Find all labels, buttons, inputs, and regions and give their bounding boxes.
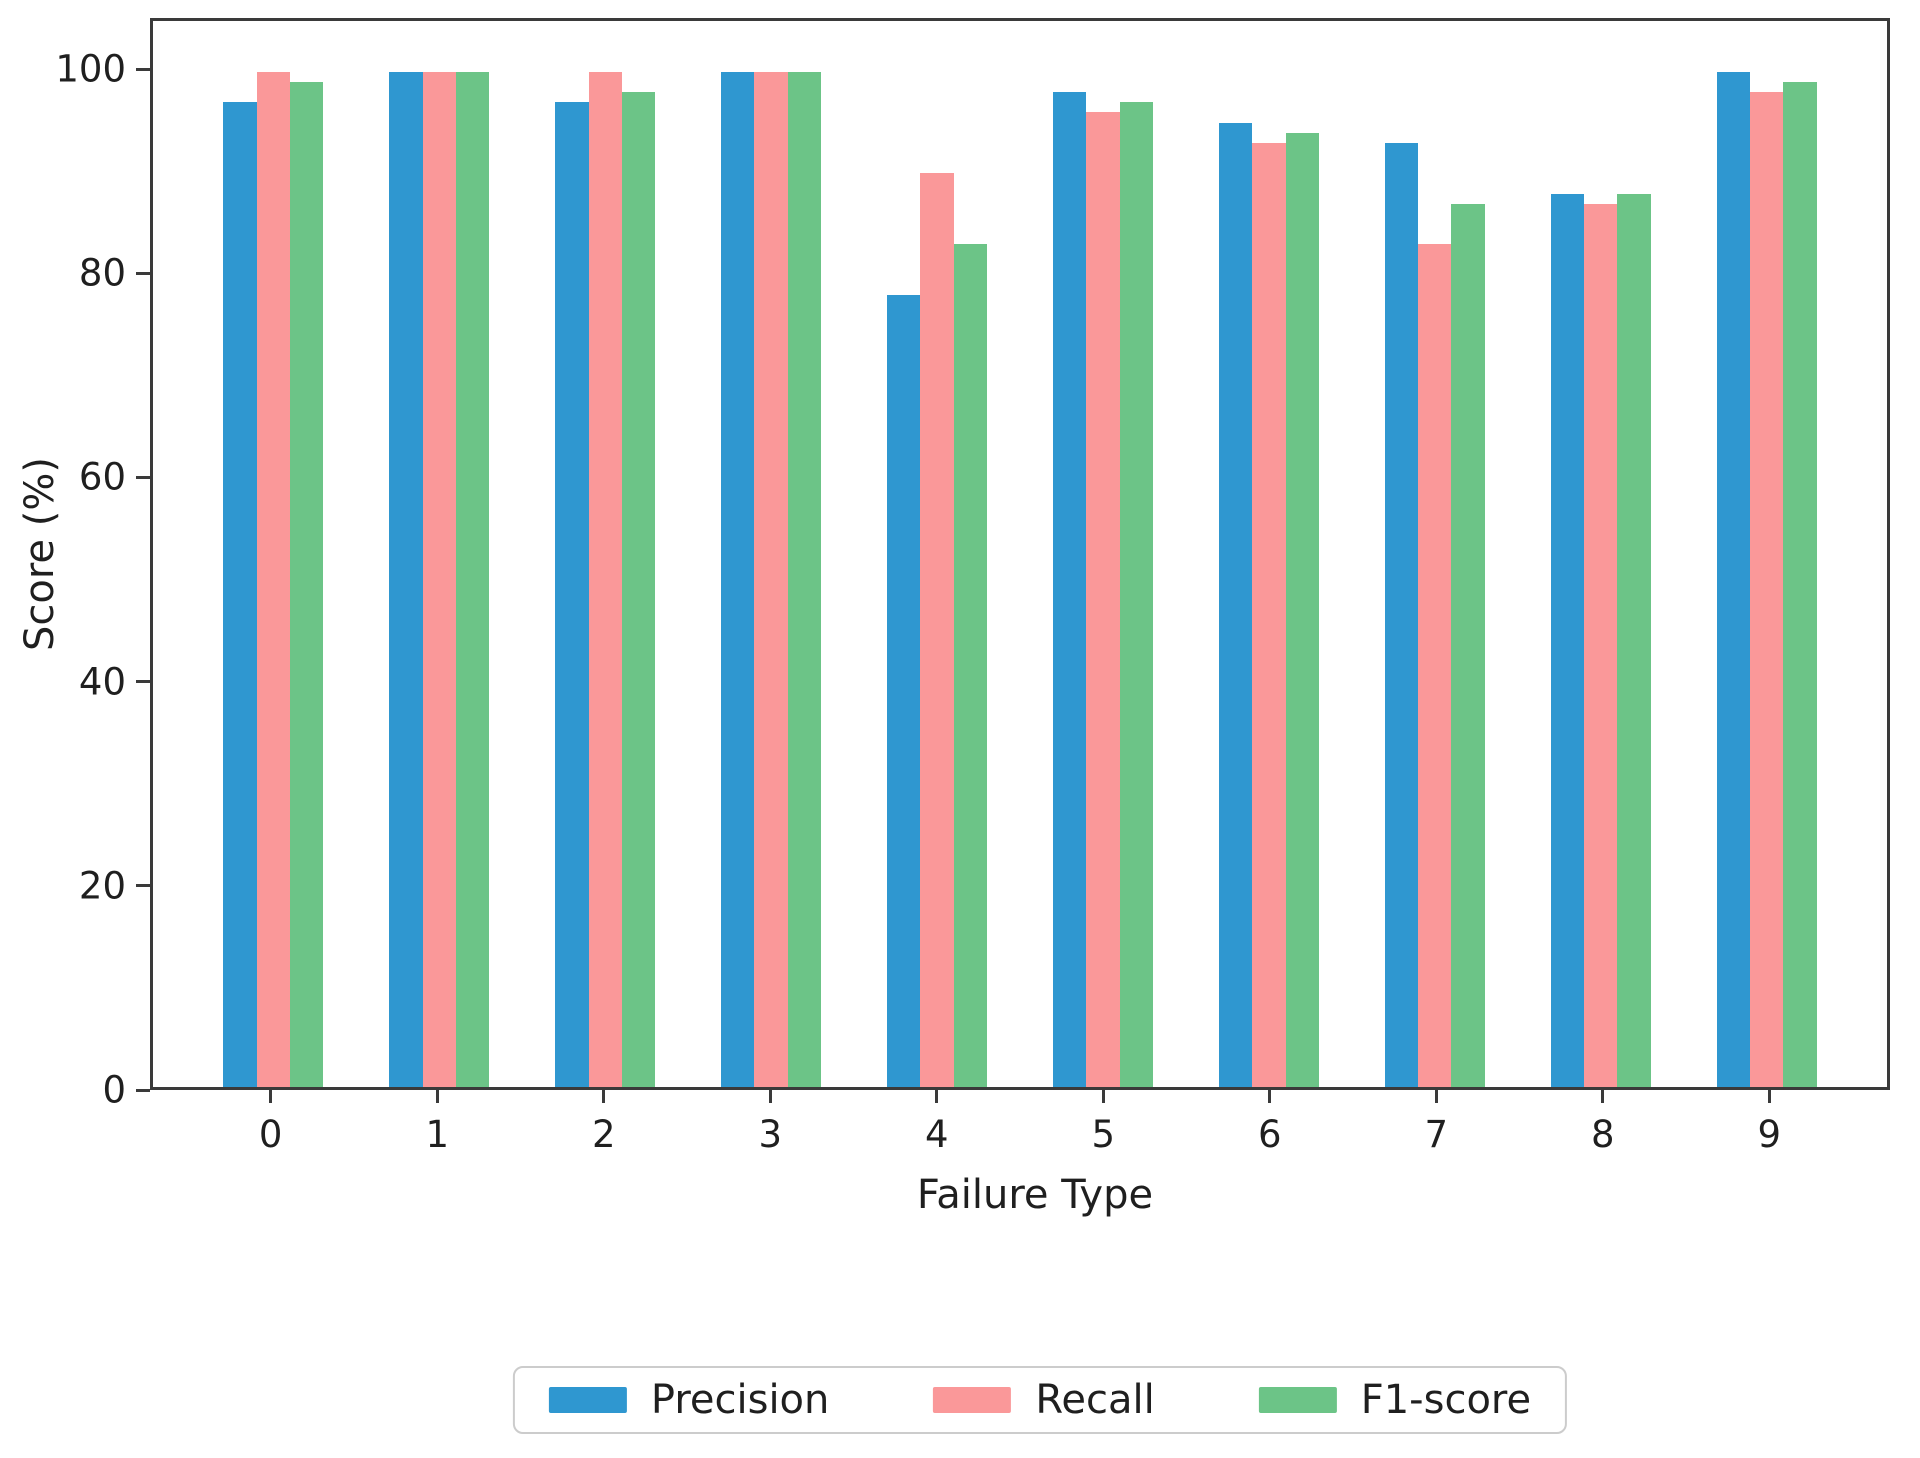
x-tick-label-9: 9 [1757,1113,1782,1156]
x-tick-mark-2 [602,1090,606,1103]
x-tick-mark-8 [1601,1090,1605,1103]
bar-recall-5 [1086,112,1120,1087]
legend-swatch-f1-score [1258,1387,1337,1413]
bar-precision-0 [223,102,257,1087]
bar-group-7 [1384,21,1485,1087]
bar-group-5 [1053,21,1153,1087]
x-tick-mark-0 [269,1090,273,1103]
bar-precision-4 [887,295,921,1087]
x-tick-mark-9 [1767,1090,1771,1103]
x-tick-label-1: 1 [425,1113,449,1156]
bar-group-9 [1716,21,1817,1087]
bar-group-8 [1550,21,1651,1087]
bar-precision-5 [1053,92,1087,1087]
y-tick-label-80: 80 [78,251,126,295]
y-axis-label: Score (%) [17,457,63,651]
y-tick-mark-0 [136,1088,150,1092]
legend-swatch-recall [933,1387,1012,1413]
bar-precision-9 [1716,71,1751,1087]
bar-f1-score-3 [787,71,821,1087]
y-tick-label-40: 40 [78,660,126,704]
y-tick-mark-100 [136,67,150,71]
bar-f1-score-2 [621,92,656,1087]
bar-group-6 [1219,21,1319,1087]
bar-group-4 [887,21,987,1087]
y-tick-label-20: 20 [78,864,126,908]
x-tick-mark-6 [1268,1090,1272,1103]
x-tick-label-6: 6 [1257,1113,1282,1156]
bar-f1-score-7 [1451,203,1485,1087]
legend-item-precision: Precision [548,1377,830,1423]
legend-label-recall: Recall [1035,1377,1155,1423]
x-tick-label-8: 8 [1590,1113,1615,1156]
x-tick-mark-3 [768,1090,772,1103]
bar-recall-4 [920,173,954,1087]
bar-recall-2 [588,71,622,1087]
bar-f1-score-4 [953,244,987,1087]
x-axis-label: Failure Type [916,1172,1154,1218]
bar-f1-score-5 [1119,102,1153,1087]
bar-precision-6 [1219,122,1253,1087]
bar-group-3 [721,21,821,1087]
bar-precision-1 [389,71,423,1087]
bar-recall-7 [1418,244,1452,1087]
plot-area [150,18,1890,1090]
x-tick-label-5: 5 [1091,1113,1116,1156]
bar-precision-3 [721,71,755,1087]
y-tick-mark-80 [136,271,150,275]
y-tick-label-60: 60 [78,455,126,499]
bar-group-0 [223,21,324,1087]
bar-precision-2 [555,102,589,1087]
bar-f1-score-0 [289,81,324,1087]
legend-swatch-precision [548,1387,627,1413]
bar-group-2 [555,21,656,1087]
bar-f1-score-8 [1617,193,1651,1087]
legend-item-f1-score: F1-score [1258,1377,1532,1423]
bar-recall-1 [422,71,456,1087]
x-tick-mark-4 [935,1090,939,1103]
bar-f1-score-6 [1285,132,1319,1087]
bar-f1-score-1 [455,71,490,1087]
x-tick-mark-1 [435,1090,439,1103]
bar-recall-9 [1750,92,1784,1087]
legend: Precision Recall F1-score [512,1366,1568,1434]
legend-item-recall: Recall [933,1377,1155,1423]
bar-recall-8 [1584,203,1618,1087]
y-tick-mark-40 [136,680,150,684]
y-tick-mark-20 [136,884,150,888]
bar-group-1 [389,21,490,1087]
bar-precision-8 [1550,193,1585,1087]
x-tick-label-4: 4 [924,1113,949,1156]
x-tick-label-2: 2 [591,1113,616,1156]
legend-label-precision: Precision [650,1377,830,1423]
bar-recall-0 [256,71,290,1087]
y-tick-label-0: 0 [102,1068,126,1112]
bar-precision-7 [1384,142,1419,1087]
legend-label-f1-score: F1-score [1360,1377,1532,1423]
x-tick-label-3: 3 [758,1113,783,1156]
y-tick-label-100: 100 [55,47,126,91]
bar-recall-3 [754,71,788,1087]
bar-f1-score-9 [1783,81,1817,1087]
y-tick-mark-60 [136,475,150,479]
x-tick-label-7: 7 [1424,1113,1449,1156]
x-tick-mark-7 [1434,1090,1438,1103]
bar-recall-6 [1252,142,1286,1087]
x-tick-mark-5 [1101,1090,1105,1103]
x-tick-label-0: 0 [258,1113,283,1156]
